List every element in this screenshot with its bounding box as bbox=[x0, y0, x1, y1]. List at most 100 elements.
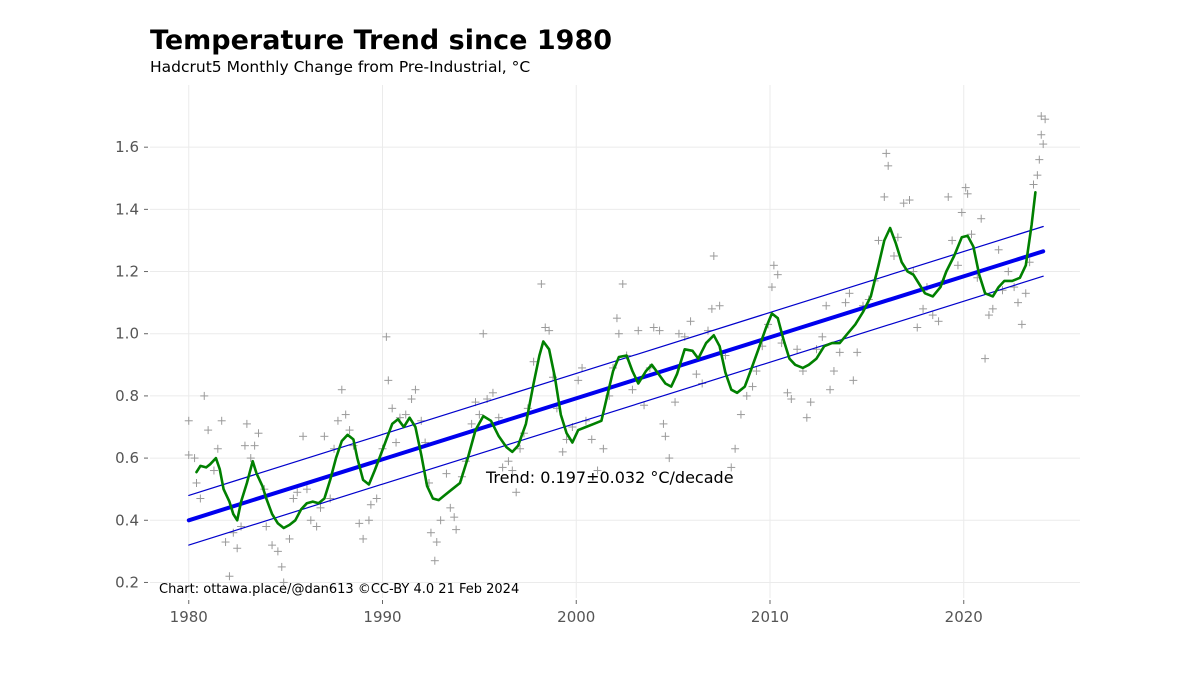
data-point-34 bbox=[320, 432, 329, 441]
data-point-71 bbox=[475, 410, 484, 419]
data-point-155 bbox=[874, 236, 883, 245]
data-point-136 bbox=[783, 388, 792, 397]
data-point-95 bbox=[587, 435, 596, 444]
data-point-146 bbox=[829, 367, 838, 376]
data-point-160 bbox=[893, 233, 902, 242]
data-point-96 bbox=[593, 466, 602, 475]
data-point-59 bbox=[426, 528, 435, 537]
data-point-11 bbox=[225, 572, 234, 581]
data-point-143 bbox=[818, 332, 827, 341]
data-point-44 bbox=[364, 516, 373, 525]
data-point-102 bbox=[618, 279, 627, 288]
lower-confidence-line bbox=[188, 275, 1044, 546]
data-point-75 bbox=[494, 413, 503, 422]
rolling-mean-line bbox=[195, 191, 1037, 530]
data-point-121 bbox=[709, 252, 718, 260]
data-point-101 bbox=[614, 329, 623, 338]
data-point-37 bbox=[333, 416, 342, 425]
data-point-109 bbox=[655, 326, 664, 335]
data-point-24 bbox=[277, 562, 286, 571]
data-point-80 bbox=[516, 444, 525, 453]
y-tick-label-4: 1.0 bbox=[115, 325, 139, 343]
data-point-55 bbox=[411, 385, 420, 394]
data-point-193 bbox=[1037, 130, 1046, 139]
data-point-27 bbox=[289, 494, 298, 503]
data-point-184 bbox=[1004, 267, 1013, 276]
data-point-17 bbox=[246, 454, 255, 463]
data-point-92 bbox=[574, 376, 583, 385]
data-point-42 bbox=[355, 519, 364, 528]
data-point-196 bbox=[1041, 115, 1050, 124]
y-tick-label-6: 1.4 bbox=[115, 200, 139, 218]
data-point-165 bbox=[919, 304, 928, 313]
x-axis-ticks: 1980 1990 2000 2010 2020 bbox=[170, 600, 983, 626]
data-point-106 bbox=[640, 401, 649, 410]
data-point-147 bbox=[835, 348, 844, 357]
data-point-31 bbox=[306, 516, 315, 525]
data-point-97 bbox=[599, 444, 608, 453]
data-point-63 bbox=[442, 469, 451, 478]
data-point-133 bbox=[769, 261, 778, 270]
data-point-9 bbox=[217, 416, 226, 425]
data-point-45 bbox=[366, 500, 375, 509]
data-point-174 bbox=[961, 183, 970, 192]
data-point-162 bbox=[905, 196, 914, 205]
data-point-74 bbox=[488, 388, 497, 397]
data-point-66 bbox=[452, 525, 461, 534]
data-point-76 bbox=[498, 463, 507, 472]
data-point-3 bbox=[192, 478, 201, 487]
data-point-53 bbox=[401, 410, 410, 419]
data-point-111 bbox=[661, 432, 670, 441]
data-point-182 bbox=[994, 245, 1003, 254]
data-point-159 bbox=[890, 252, 898, 260]
data-point-137 bbox=[787, 395, 796, 404]
data-point-51 bbox=[392, 438, 401, 447]
grid-lines bbox=[150, 85, 1080, 598]
chart-subtitle: Hadcrut5 Monthly Change from Pre-Industr… bbox=[150, 58, 530, 76]
data-point-190 bbox=[1029, 180, 1038, 189]
data-point-32 bbox=[312, 522, 321, 531]
data-point-6 bbox=[204, 426, 213, 435]
data-point-120 bbox=[707, 304, 716, 313]
data-point-126 bbox=[736, 410, 745, 419]
data-point-13 bbox=[233, 544, 242, 553]
chart-title: Temperature Trend since 1980 bbox=[150, 25, 612, 56]
data-point-175 bbox=[963, 189, 972, 198]
data-point-89 bbox=[558, 447, 567, 456]
data-point-134 bbox=[773, 270, 782, 279]
data-point-15 bbox=[240, 441, 249, 450]
data-point-144 bbox=[822, 301, 831, 310]
data-point-179 bbox=[981, 354, 990, 363]
data-point-43 bbox=[359, 534, 368, 543]
data-point-60 bbox=[430, 556, 439, 565]
data-point-5 bbox=[200, 391, 209, 400]
data-point-30 bbox=[302, 485, 311, 494]
data-point-50 bbox=[388, 404, 397, 413]
data-point-142 bbox=[812, 345, 821, 354]
data-point-114 bbox=[674, 329, 683, 338]
data-point-33 bbox=[316, 503, 325, 512]
y-tick-label-1: 0.4 bbox=[115, 511, 139, 529]
data-point-18 bbox=[250, 441, 259, 450]
data-point-157 bbox=[882, 149, 891, 158]
data-point-110 bbox=[659, 419, 668, 428]
data-point-21 bbox=[262, 522, 271, 531]
data-point-170 bbox=[944, 192, 953, 201]
x-tick-label-4: 2020 bbox=[945, 608, 983, 626]
data-point-128 bbox=[748, 382, 757, 391]
data-point-25 bbox=[279, 578, 288, 587]
data-point-1 bbox=[184, 450, 193, 459]
data-point-10 bbox=[221, 538, 230, 547]
data-point-4 bbox=[196, 494, 205, 503]
x-tick-label-1: 1990 bbox=[363, 608, 401, 626]
trend-annotation: Trend: 0.197±0.032 °C/decade bbox=[485, 468, 734, 487]
data-point-78 bbox=[508, 466, 517, 475]
trend-lines bbox=[186, 191, 1046, 546]
data-point-140 bbox=[802, 413, 811, 422]
data-point-172 bbox=[953, 261, 962, 270]
x-tick-label-2: 2000 bbox=[557, 608, 595, 626]
data-point-187 bbox=[1017, 320, 1026, 329]
data-point-108 bbox=[649, 323, 658, 332]
data-point-65 bbox=[450, 513, 459, 522]
data-point-28 bbox=[293, 488, 302, 497]
